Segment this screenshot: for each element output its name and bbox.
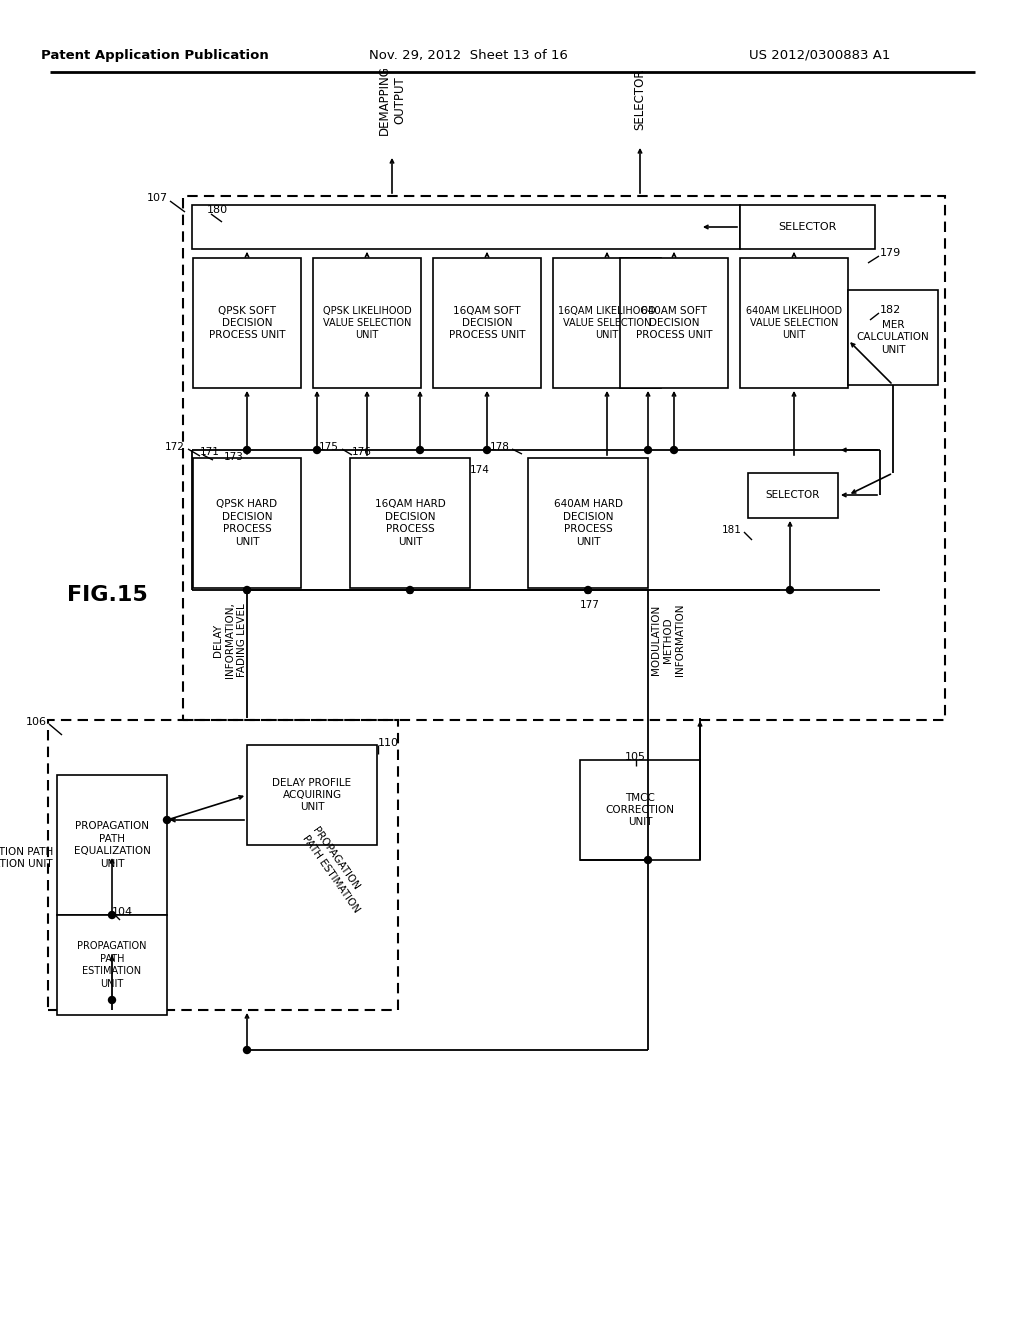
Circle shape bbox=[417, 446, 424, 454]
Text: 180: 180 bbox=[207, 205, 228, 215]
Bar bbox=[48, 719, 398, 1010]
Circle shape bbox=[109, 997, 116, 1003]
Text: PROPAGATION
PATH ESTIMATION: PROPAGATION PATH ESTIMATION bbox=[300, 826, 371, 915]
Text: 640AM HARD
DECISION
PROCESS
UNIT: 640AM HARD DECISION PROCESS UNIT bbox=[554, 499, 623, 546]
Text: 181: 181 bbox=[722, 525, 742, 535]
Bar bbox=[247, 744, 377, 845]
Text: QPSK SOFT
DECISION
PROCESS UNIT: QPSK SOFT DECISION PROCESS UNIT bbox=[209, 306, 286, 341]
Text: Nov. 29, 2012  Sheet 13 of 16: Nov. 29, 2012 Sheet 13 of 16 bbox=[369, 49, 567, 62]
Text: 16QAM LIKELIHOOD
VALUE SELECTION
UNIT: 16QAM LIKELIHOOD VALUE SELECTION UNIT bbox=[558, 306, 655, 341]
Bar bbox=[740, 257, 848, 388]
Text: 104: 104 bbox=[112, 907, 133, 917]
Bar bbox=[193, 458, 301, 587]
Circle shape bbox=[109, 912, 116, 919]
Bar bbox=[57, 775, 167, 915]
Text: 172: 172 bbox=[165, 442, 185, 451]
Text: 175: 175 bbox=[319, 442, 339, 451]
Bar bbox=[57, 915, 167, 1015]
Text: 177: 177 bbox=[580, 601, 600, 610]
Text: 182: 182 bbox=[880, 305, 901, 315]
Bar bbox=[193, 257, 301, 388]
Bar bbox=[553, 257, 662, 388]
Bar bbox=[193, 205, 740, 249]
Text: 178: 178 bbox=[490, 442, 510, 451]
Bar bbox=[183, 195, 945, 719]
Circle shape bbox=[644, 857, 651, 863]
Bar bbox=[748, 473, 838, 517]
Text: 640AM SOFT
DECISION
PROCESS UNIT: 640AM SOFT DECISION PROCESS UNIT bbox=[636, 306, 713, 341]
Text: DELAY
INFORMATION,
FADING LEVEL: DELAY INFORMATION, FADING LEVEL bbox=[213, 602, 248, 678]
Bar bbox=[848, 290, 938, 385]
Circle shape bbox=[244, 586, 251, 594]
Text: MODULATION
METHOD
INFORMATION: MODULATION METHOD INFORMATION bbox=[650, 603, 685, 676]
Text: 173: 173 bbox=[224, 451, 244, 462]
Text: PROPAGATION PATH
EQUALIZATION UNIT: PROPAGATION PATH EQUALIZATION UNIT bbox=[0, 847, 53, 869]
Text: SELECTOR: SELECTOR bbox=[634, 69, 646, 129]
Text: 107: 107 bbox=[146, 193, 168, 203]
Text: 171: 171 bbox=[200, 447, 220, 457]
Text: 174: 174 bbox=[470, 465, 489, 475]
Text: 16QAM HARD
DECISION
PROCESS
UNIT: 16QAM HARD DECISION PROCESS UNIT bbox=[375, 499, 445, 546]
Circle shape bbox=[313, 446, 321, 454]
Text: DEMAPPING
OUTPUT: DEMAPPING OUTPUT bbox=[378, 65, 407, 135]
Text: PROPAGATION
PATH
ESTIMATION
UNIT: PROPAGATION PATH ESTIMATION UNIT bbox=[77, 941, 146, 989]
Text: PROPAGATION
PATH
EQUALIZATION
UNIT: PROPAGATION PATH EQUALIZATION UNIT bbox=[74, 821, 151, 869]
Bar bbox=[620, 257, 728, 388]
Text: SELECTOR: SELECTOR bbox=[766, 491, 820, 500]
Text: 179: 179 bbox=[880, 248, 901, 257]
Bar bbox=[580, 760, 700, 861]
Text: 640AM LIKELIHOOD
VALUE SELECTION
UNIT: 640AM LIKELIHOOD VALUE SELECTION UNIT bbox=[745, 306, 842, 341]
Bar bbox=[313, 257, 421, 388]
Bar bbox=[528, 458, 648, 587]
Circle shape bbox=[483, 446, 490, 454]
Text: 106: 106 bbox=[26, 717, 47, 727]
Circle shape bbox=[671, 446, 678, 454]
Text: US 2012/0300883 A1: US 2012/0300883 A1 bbox=[750, 49, 891, 62]
Text: DELAY PROFILE
ACQUIRING
UNIT: DELAY PROFILE ACQUIRING UNIT bbox=[272, 777, 351, 812]
Circle shape bbox=[786, 586, 794, 594]
Text: QPSK LIKELIHOOD
VALUE SELECTION
UNIT: QPSK LIKELIHOOD VALUE SELECTION UNIT bbox=[323, 306, 412, 341]
Text: FIG.15: FIG.15 bbox=[67, 585, 147, 605]
Circle shape bbox=[644, 446, 651, 454]
Circle shape bbox=[407, 586, 414, 594]
Text: 16QAM SOFT
DECISION
PROCESS UNIT: 16QAM SOFT DECISION PROCESS UNIT bbox=[449, 306, 525, 341]
Text: 110: 110 bbox=[378, 738, 399, 748]
Text: 105: 105 bbox=[625, 752, 645, 762]
Text: MER
CALCULATION
UNIT: MER CALCULATION UNIT bbox=[857, 321, 930, 355]
Circle shape bbox=[585, 586, 592, 594]
Bar bbox=[740, 205, 874, 249]
Circle shape bbox=[244, 1047, 251, 1053]
Text: 176: 176 bbox=[352, 447, 372, 457]
Circle shape bbox=[164, 817, 171, 824]
Circle shape bbox=[244, 446, 251, 454]
Text: TMCC
CORRECTION
UNIT: TMCC CORRECTION UNIT bbox=[605, 792, 675, 828]
Text: QPSK HARD
DECISION
PROCESS
UNIT: QPSK HARD DECISION PROCESS UNIT bbox=[216, 499, 278, 546]
Bar bbox=[433, 257, 541, 388]
Bar bbox=[350, 458, 470, 587]
Text: Patent Application Publication: Patent Application Publication bbox=[41, 49, 269, 62]
Text: SELECTOR: SELECTOR bbox=[778, 222, 837, 232]
